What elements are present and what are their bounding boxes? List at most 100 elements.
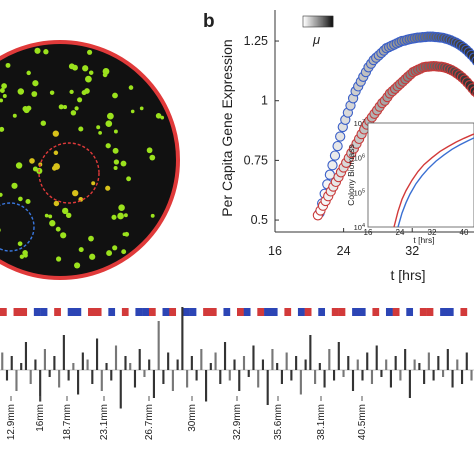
strip-segment: [318, 308, 326, 316]
strip-segment: [277, 308, 285, 316]
bar: [105, 363, 108, 370]
panel-b-letter: b: [203, 11, 215, 32]
strip-segment: [162, 308, 170, 316]
bar: [266, 370, 269, 405]
colony-dot: [87, 49, 93, 55]
strip-segment: [54, 308, 62, 316]
colony-dot: [89, 253, 96, 260]
colony-dot: [0, 88, 5, 93]
colony-dot: [139, 106, 144, 111]
strip-segment: [358, 308, 366, 316]
bottom-tick-label: 35.6mm: [273, 404, 284, 440]
strip-segment: [264, 308, 272, 316]
colony-dot: [78, 247, 84, 253]
bar: [200, 349, 203, 370]
bottom-tick-label: 16mm: [35, 404, 46, 432]
colony-dot: [150, 213, 155, 218]
inset-ticks: 16 24 32 40 104 105 106 107: [354, 119, 469, 237]
bottom-bar-chart: 12.9mm 16mm 18.7mm 23.1mm 26.7mm 30mm 32.9mm 35…: [0, 307, 474, 440]
colorbar-cell: [314, 16, 316, 27]
bar: [100, 370, 103, 391]
strip-segment: [47, 308, 55, 316]
bar: [432, 370, 435, 381]
strip-segment: [419, 308, 427, 316]
colony-dot: [53, 200, 60, 207]
blue-series-point: [332, 140, 343, 152]
strip-segment: [155, 308, 163, 316]
colony-dot: [60, 232, 67, 239]
colony-dot: [53, 150, 59, 156]
bar: [271, 349, 274, 370]
x-tick-label: 16: [268, 244, 282, 258]
strip-segment: [338, 308, 346, 316]
bar: [223, 342, 227, 370]
colorbar-cell: [330, 16, 333, 27]
colony-dot: [146, 147, 153, 154]
mu-symbol: μ: [312, 32, 320, 47]
bar: [285, 352, 288, 370]
strip-segment: [33, 308, 41, 316]
bar: [314, 370, 317, 384]
colony-dot: [149, 154, 156, 161]
main-y-label: Per Capita Gene Expression: [219, 39, 235, 216]
bottom-tick-label: 12.9mm: [6, 404, 17, 440]
strip-segment: [270, 308, 278, 316]
strip-segment: [209, 308, 217, 316]
bar: [337, 342, 340, 370]
colony-dot: [43, 49, 49, 55]
colony-dot: [85, 75, 92, 83]
bar: [470, 370, 473, 381]
bar: [242, 356, 246, 370]
bar: [332, 370, 336, 381]
bar: [53, 356, 56, 370]
strip-segment: [331, 308, 339, 316]
strip-segment: [67, 308, 75, 316]
bar: [323, 370, 326, 388]
strip-segment: [0, 308, 7, 316]
strip-segment: [379, 308, 387, 316]
bar: [119, 370, 122, 409]
inset-x-label: t [hrs]: [413, 235, 434, 245]
colorbar-cell: [308, 16, 310, 27]
colony-dot: [12, 113, 17, 118]
bar: [460, 370, 464, 384]
strip-segment: [13, 308, 21, 316]
colorbar-cell: [309, 16, 311, 27]
mu-colorbar: [302, 15, 334, 28]
bottom-tick-label: 40.5mm: [357, 404, 368, 440]
inset-x-tick-label: 16: [364, 228, 373, 237]
inset-series-lines: [393, 133, 474, 228]
colony-dot: [26, 70, 31, 76]
bar: [394, 356, 397, 370]
bar: [427, 352, 430, 370]
bar: [328, 349, 331, 370]
colorbar-cell: [316, 16, 319, 27]
bar: [247, 370, 250, 377]
colorbar-cell: [324, 16, 326, 27]
strip-segment: [446, 308, 454, 316]
y-tick-label: 0.75: [244, 153, 268, 167]
bar: [34, 359, 37, 370]
bar: [366, 352, 369, 370]
strip-segment: [325, 308, 332, 316]
bar: [95, 338, 99, 370]
bar: [375, 345, 378, 370]
strip-segment: [60, 308, 68, 316]
strip-segment: [304, 308, 312, 316]
bar: [162, 370, 165, 384]
bottom-tick-label: 30mm: [187, 404, 198, 432]
colony-dot: [120, 160, 127, 167]
inset-y-label: Colony Biomass: [346, 144, 356, 205]
colony-dot: [44, 213, 49, 218]
bar: [214, 352, 217, 370]
colony-dot: [77, 97, 83, 103]
strip-segment: [433, 308, 441, 316]
colony-dot: [58, 104, 64, 110]
colony-dot: [32, 80, 39, 87]
colony-dot: [121, 249, 127, 255]
colony-dot: [96, 125, 101, 130]
colorbar-cell: [321, 16, 324, 27]
bar: [181, 307, 184, 370]
bar: [342, 370, 345, 377]
colony-dot: [69, 89, 74, 95]
